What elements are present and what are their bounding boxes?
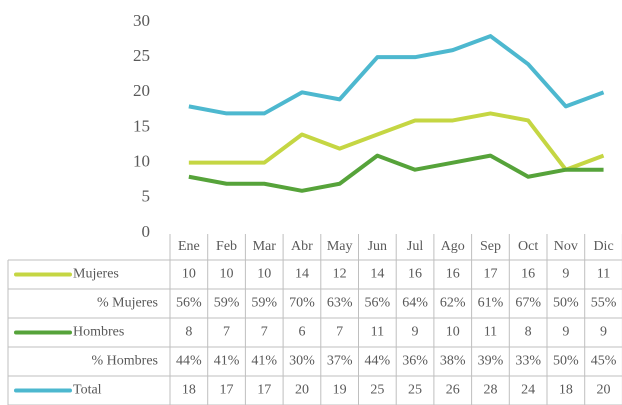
table-cell: 63% bbox=[327, 296, 353, 311]
y-tick-label: 10 bbox=[133, 152, 150, 171]
table-cell: 61% bbox=[478, 296, 504, 311]
table-cell: 14 bbox=[370, 267, 384, 282]
x-tick-label: Ene bbox=[178, 239, 200, 254]
table-cell: 7 bbox=[336, 325, 343, 340]
x-tick-label: Nov bbox=[554, 239, 578, 254]
table-cell: 8 bbox=[525, 325, 532, 340]
table-cell: 56% bbox=[176, 296, 202, 311]
table-cell: 18 bbox=[559, 383, 573, 398]
y-tick-label: 15 bbox=[133, 116, 150, 135]
table-cell: 19 bbox=[333, 383, 347, 398]
legend-label: Hombres bbox=[73, 325, 124, 340]
x-tick-label: Dic bbox=[593, 239, 613, 254]
table-cell: 11 bbox=[484, 325, 497, 340]
x-tick-label: Abr bbox=[291, 239, 313, 254]
table-cell: 11 bbox=[371, 325, 384, 340]
table-cell: 25 bbox=[370, 383, 384, 398]
table-cell: 10 bbox=[220, 267, 234, 282]
table-cell: 20 bbox=[597, 383, 611, 398]
table-cell: 9 bbox=[562, 325, 569, 340]
table-cell: 38% bbox=[440, 354, 466, 369]
table-cell: 7 bbox=[223, 325, 230, 340]
y-tick-label: 25 bbox=[133, 46, 150, 65]
table-cell: 36% bbox=[402, 354, 428, 369]
table-cell: 25 bbox=[408, 383, 422, 398]
table-cell: 9 bbox=[600, 325, 607, 340]
table-cell: 10 bbox=[446, 325, 460, 340]
table-cell: 62% bbox=[440, 296, 466, 311]
table-cell: 44% bbox=[365, 354, 391, 369]
y-tick-label: 0 bbox=[142, 222, 151, 241]
x-tick-label: May bbox=[327, 239, 353, 254]
table-cell: 17 bbox=[483, 267, 497, 282]
y-tick-label: 5 bbox=[142, 187, 151, 206]
table-cell: 55% bbox=[591, 296, 617, 311]
table-cell: 44% bbox=[176, 354, 202, 369]
table-cell: 20 bbox=[295, 383, 309, 398]
series-line bbox=[188, 153, 604, 193]
table-cell: 16 bbox=[521, 267, 535, 282]
x-tick-label: Sep bbox=[480, 239, 501, 254]
table-cell: 6 bbox=[298, 325, 305, 340]
table-cell: 37% bbox=[327, 354, 353, 369]
legend-label: Mujeres bbox=[73, 267, 119, 282]
table-cell: 41% bbox=[214, 354, 240, 369]
table-cell: 59% bbox=[214, 296, 240, 311]
table-cell: 9 bbox=[412, 325, 419, 340]
table-cell: 30% bbox=[289, 354, 315, 369]
x-tick-label: Mar bbox=[253, 239, 277, 254]
row-label: % Hombres bbox=[92, 354, 159, 369]
table-cell: 50% bbox=[553, 296, 579, 311]
table-cell: 26 bbox=[446, 383, 460, 398]
table-cell: 16 bbox=[446, 267, 460, 282]
table-cell: 17 bbox=[257, 383, 271, 398]
table-cell: 39% bbox=[478, 354, 504, 369]
series-line bbox=[188, 111, 605, 172]
table-cell: 10 bbox=[182, 267, 196, 282]
x-tick-label: Jul bbox=[407, 239, 423, 254]
table-cell: 12 bbox=[333, 267, 347, 282]
row-label: % Mujeres bbox=[97, 296, 158, 311]
table-cell: 45% bbox=[591, 354, 617, 369]
table-cell: 11 bbox=[597, 267, 610, 282]
table-cell: 8 bbox=[185, 325, 192, 340]
y-tick-label: 30 bbox=[133, 11, 150, 30]
table-cell: 33% bbox=[515, 354, 541, 369]
table-cell: 9 bbox=[562, 267, 569, 282]
table-cell: 70% bbox=[289, 296, 315, 311]
table-cell: 50% bbox=[553, 354, 579, 369]
x-tick-label: Feb bbox=[216, 239, 237, 254]
table-cell: 59% bbox=[251, 296, 277, 311]
table-cell: 64% bbox=[402, 296, 428, 311]
x-tick-label: Oct bbox=[518, 239, 538, 254]
table-cell: 56% bbox=[365, 296, 391, 311]
table-cell: 28 bbox=[483, 383, 497, 398]
table-cell: 16 bbox=[408, 267, 422, 282]
table-cell: 41% bbox=[251, 354, 277, 369]
table-cell: 10 bbox=[257, 267, 271, 282]
x-tick-label: Jun bbox=[368, 239, 387, 254]
table-cell: 14 bbox=[295, 267, 309, 282]
table-cell: 67% bbox=[515, 296, 541, 311]
y-tick-label: 20 bbox=[133, 81, 150, 100]
table-cell: 7 bbox=[261, 325, 268, 340]
legend-label: Total bbox=[73, 383, 102, 398]
x-tick-label: Ago bbox=[441, 239, 465, 254]
table-cell: 24 bbox=[521, 383, 535, 398]
series-line bbox=[188, 34, 605, 116]
table-cell: 17 bbox=[220, 383, 234, 398]
table-cell: 18 bbox=[182, 383, 196, 398]
